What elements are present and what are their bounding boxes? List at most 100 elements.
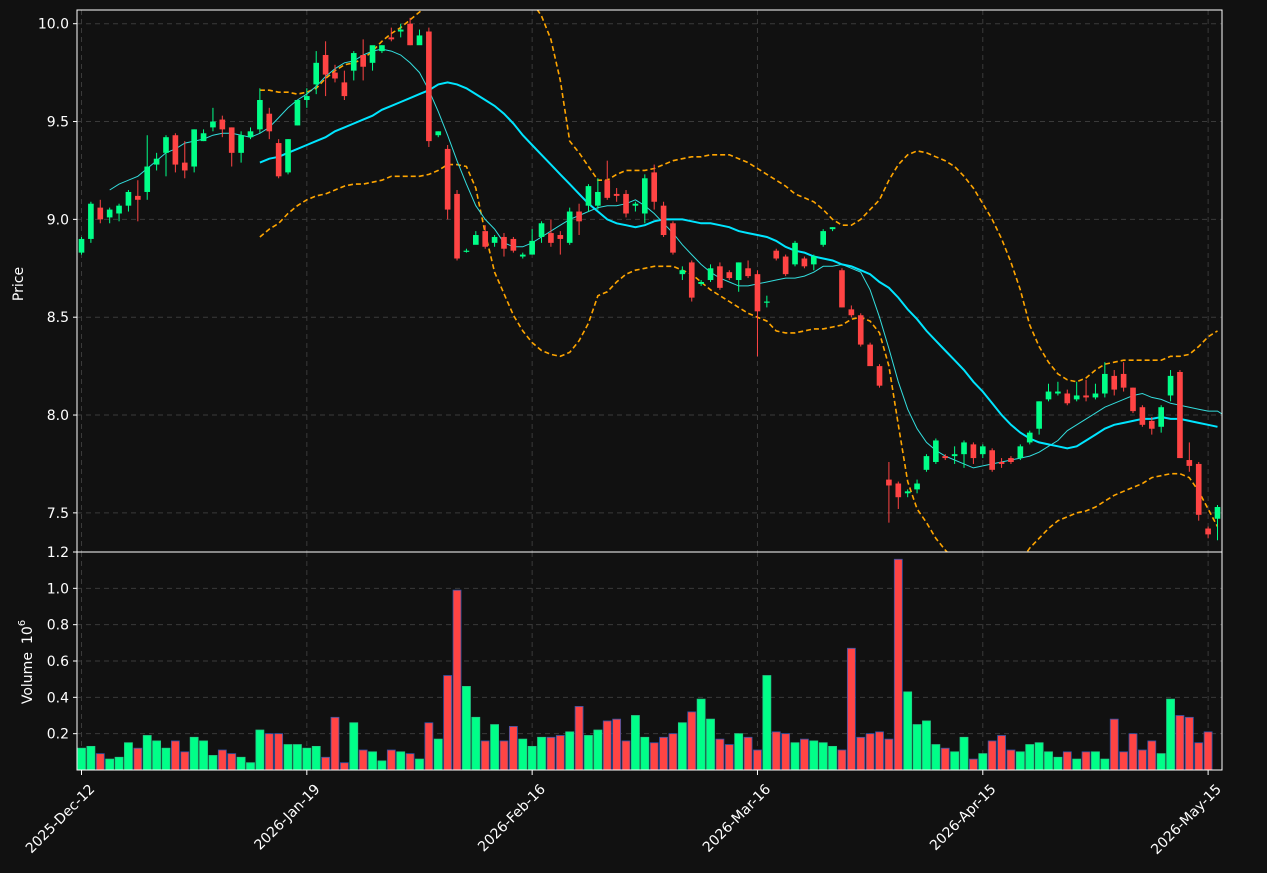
candle xyxy=(482,225,489,249)
candle-body xyxy=(519,254,526,257)
candle-body xyxy=(257,100,263,130)
candle xyxy=(313,51,320,95)
candle-body xyxy=(942,456,949,459)
bollinger-bands xyxy=(259,10,1219,552)
candle-body xyxy=(660,205,667,236)
candle xyxy=(454,190,460,261)
volume-bar xyxy=(771,731,781,771)
candle-body xyxy=(726,272,733,279)
price-y-tick-label: 9.5 xyxy=(47,115,69,131)
candle-body xyxy=(482,231,489,247)
candle-body xyxy=(557,235,564,239)
volume-bar xyxy=(142,735,152,771)
candle-body xyxy=(773,250,780,259)
candle xyxy=(707,264,714,282)
volume-bar xyxy=(828,745,837,771)
candle xyxy=(557,231,564,255)
volume-bar xyxy=(283,744,293,771)
candle xyxy=(867,342,873,367)
volume-bar xyxy=(114,756,124,771)
candle-body xyxy=(463,250,470,252)
candle-body xyxy=(491,236,498,243)
candle xyxy=(839,268,845,308)
candle xyxy=(1064,389,1071,406)
volume-bar xyxy=(668,733,678,771)
volume-bar xyxy=(875,731,884,771)
candle-body xyxy=(595,191,601,206)
volume-bar xyxy=(565,731,575,771)
candle-body xyxy=(754,274,761,312)
candle xyxy=(1158,405,1164,433)
candle xyxy=(698,280,704,286)
price-panel: 7.5 8.0 8.5 9.0 9.5 10.0 Price xyxy=(11,9,1223,553)
candle xyxy=(379,45,385,54)
candle xyxy=(970,442,977,464)
candle-body xyxy=(566,211,573,243)
volume-bar xyxy=(199,740,208,771)
candle xyxy=(857,313,864,347)
volume-bar xyxy=(311,745,321,771)
candle xyxy=(923,454,930,472)
volume-bar xyxy=(161,747,171,771)
volume-bar xyxy=(724,744,734,771)
volume-bar xyxy=(1025,744,1035,771)
candle xyxy=(623,190,629,218)
candle-body xyxy=(933,440,939,462)
candle-body xyxy=(181,162,188,171)
candle xyxy=(951,446,958,464)
candle-body xyxy=(266,113,273,132)
candle-body xyxy=(172,135,179,165)
candle xyxy=(801,256,808,269)
candle-body xyxy=(829,227,836,230)
volume-bar xyxy=(1138,749,1147,771)
candle-body xyxy=(1214,506,1221,519)
candle-body xyxy=(886,479,892,486)
candle-body xyxy=(285,139,291,173)
volume-bar xyxy=(462,686,471,771)
volume-bar xyxy=(1091,751,1100,771)
volume-bar xyxy=(696,698,706,771)
candle xyxy=(641,174,648,224)
candle xyxy=(754,270,761,357)
candle-body xyxy=(275,143,282,177)
candle-body xyxy=(792,242,798,265)
volume-bar xyxy=(386,749,396,771)
candle xyxy=(304,88,310,108)
candle xyxy=(895,481,902,509)
volume-bar xyxy=(1147,740,1157,771)
candle-body xyxy=(97,207,104,220)
volume-bar xyxy=(800,738,809,771)
candle-body xyxy=(867,344,873,367)
candle-body xyxy=(735,262,742,281)
candle xyxy=(397,23,404,38)
candle-body xyxy=(191,129,197,167)
volume-bar xyxy=(499,740,509,771)
candle-body xyxy=(144,166,151,192)
candle xyxy=(1008,456,1014,464)
price-y-tick-label: 8.0 xyxy=(47,408,69,424)
candle-body xyxy=(1148,420,1155,429)
volume-bar xyxy=(631,715,640,771)
candle xyxy=(369,45,376,71)
price-grid xyxy=(77,10,1222,552)
candle xyxy=(1195,461,1202,521)
candle xyxy=(745,260,751,279)
volume-bar xyxy=(1044,751,1053,771)
candle-body xyxy=(135,195,141,200)
volume-bar xyxy=(856,736,866,771)
candle xyxy=(782,254,789,277)
candle xyxy=(444,145,451,220)
candle xyxy=(219,115,226,138)
volume-bar xyxy=(1072,758,1082,771)
volume-bar xyxy=(687,711,697,771)
candle xyxy=(820,229,827,247)
price-y-tick-label: 8.5 xyxy=(47,310,69,326)
candle-body xyxy=(78,238,85,253)
candle-body xyxy=(501,236,507,249)
candle-body xyxy=(294,100,301,126)
candle xyxy=(886,461,892,523)
volume-bar xyxy=(339,762,349,771)
volume-bar xyxy=(978,753,988,771)
volume-bar xyxy=(518,738,528,771)
volume-panel: 0.2 0.4 0.6 0.8 1.0 1.2 Volume 106 xyxy=(17,545,1223,771)
